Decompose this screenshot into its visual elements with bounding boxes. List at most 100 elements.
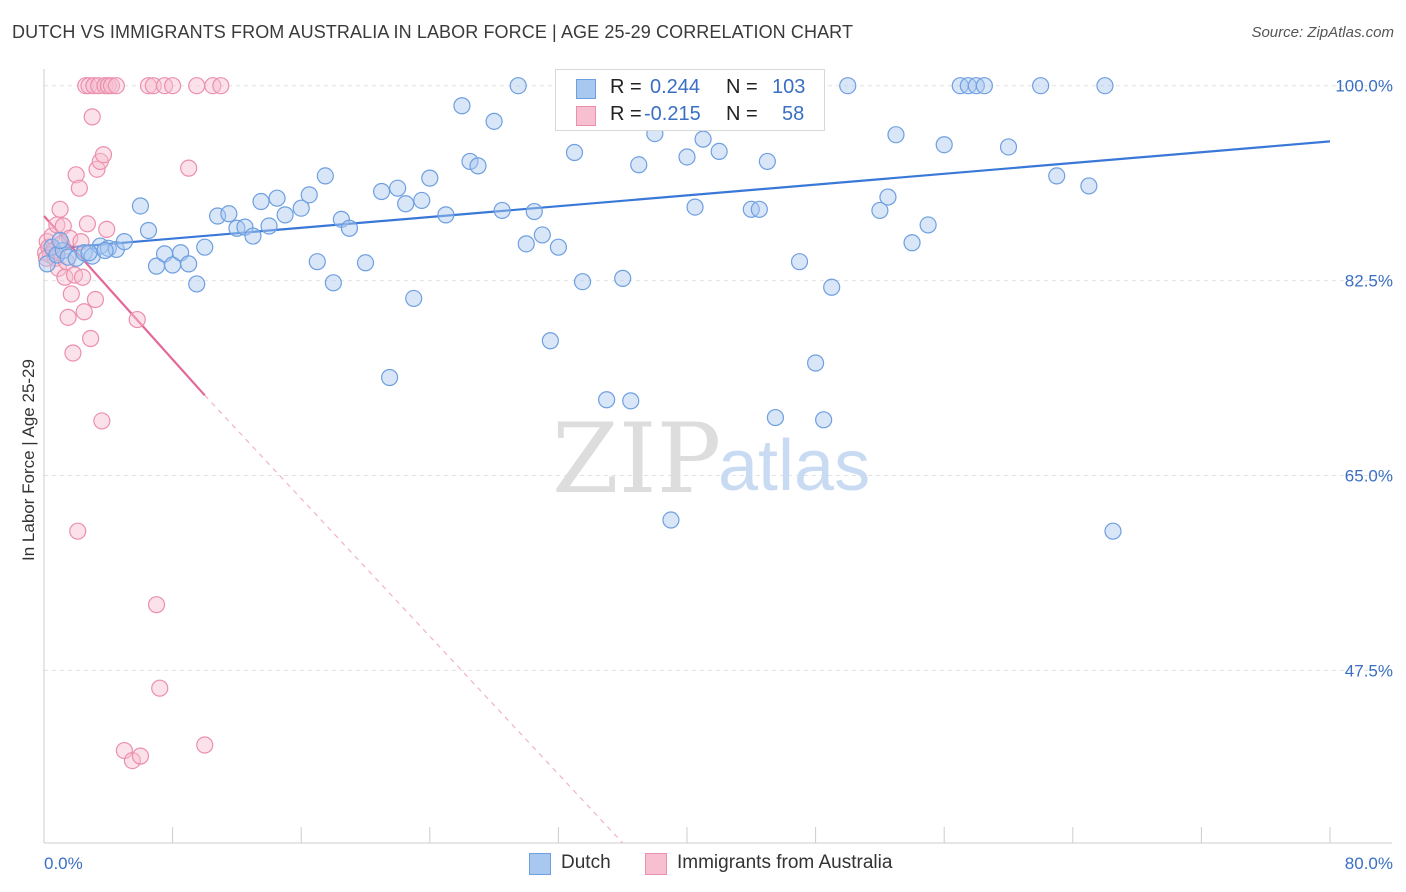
- data-point-dutch: [871, 201, 889, 220]
- data-point-dutch: [324, 274, 342, 292]
- data-point-immigrants: [180, 159, 198, 177]
- data-point-dutch: [541, 332, 559, 350]
- data-point-dutch: [694, 130, 712, 148]
- data-point-dutch: [461, 152, 479, 171]
- bottom-legend-swatch-dutch: [529, 853, 551, 875]
- y-tick-label: 47.5%: [1345, 661, 1393, 680]
- legend-n-label: N =: [726, 76, 758, 98]
- legend-r-value: 0.244: [650, 76, 701, 98]
- data-point-dutch: [758, 152, 776, 171]
- data-point-dutch: [678, 148, 696, 166]
- data-point-immigrants: [62, 285, 80, 303]
- data-point-dutch: [806, 354, 825, 372]
- data-point-dutch: [381, 368, 399, 387]
- data-point-dutch: [509, 77, 527, 95]
- data-point-dutch: [96, 241, 114, 260]
- data-point-immigrants: [82, 329, 100, 348]
- y-tick-label: 65.0%: [1345, 466, 1393, 485]
- data-point-dutch: [276, 206, 294, 224]
- bottom-legend-swatch-immigrants: [645, 853, 667, 875]
- legend-r-label: R =: [610, 103, 642, 125]
- data-point-immigrants: [93, 412, 111, 430]
- data-point-dutch: [766, 408, 785, 427]
- data-point-immigrants: [73, 268, 92, 286]
- y-tick-label: 82.5%: [1345, 272, 1393, 291]
- data-point-dutch: [421, 169, 439, 187]
- data-point-dutch: [356, 254, 375, 272]
- data-point-dutch: [750, 200, 768, 218]
- data-point-immigrants: [164, 77, 182, 95]
- data-point-dutch: [622, 392, 640, 410]
- data-point-immigrants: [151, 679, 169, 697]
- data-point-dutch: [493, 201, 511, 220]
- correlation-legend: R = 0.244 N = 103 R = -0.215 N = 58: [555, 69, 825, 131]
- legend-r-value: -0.215: [644, 103, 701, 125]
- data-point-dutch: [565, 143, 584, 162]
- data-point-dutch: [115, 233, 133, 251]
- data-point-dutch: [999, 138, 1018, 156]
- data-point-immigrants: [51, 200, 69, 218]
- data-point-immigrants: [123, 751, 142, 770]
- data-point-dutch: [686, 198, 704, 216]
- watermark-atlas: atlas: [718, 426, 870, 506]
- data-point-dutch: [598, 391, 616, 409]
- data-point-dutch: [80, 244, 98, 262]
- data-point-dutch: [340, 219, 359, 237]
- data-point-dutch: [517, 235, 535, 253]
- legend-n-label: N =: [726, 103, 758, 125]
- data-point-dutch: [244, 227, 262, 245]
- data-point-dutch: [413, 191, 431, 210]
- data-point-dutch: [372, 182, 391, 201]
- data-point-immigrants: [94, 146, 113, 164]
- data-point-dutch: [437, 206, 455, 224]
- data-point-dutch: [485, 112, 503, 130]
- data-point-dutch: [1048, 167, 1066, 185]
- data-point-dutch: [292, 199, 310, 217]
- data-point-dutch: [260, 217, 278, 235]
- data-point-dutch: [139, 221, 158, 240]
- data-point-dutch: [188, 275, 206, 293]
- data-point-immigrants: [70, 179, 88, 197]
- data-point-dutch: [630, 156, 648, 174]
- data-point-immigrants: [78, 215, 97, 233]
- chart-title: DUTCH VS IMMIGRANTS FROM AUSTRALIA IN LA…: [12, 22, 854, 42]
- points-immigrants-from-australia: [37, 77, 230, 770]
- data-point-dutch: [839, 77, 857, 95]
- data-point-immigrants: [102, 77, 121, 95]
- data-point-dutch: [1032, 77, 1050, 95]
- x-tick-label-max: 80.0%: [1345, 854, 1393, 873]
- data-point-immigrants: [69, 522, 87, 540]
- legend-swatch-immigrants: [576, 106, 596, 126]
- x-tick-label-min: 0.0%: [44, 854, 83, 873]
- y-axis-title: In Labor Force | Age 25-29: [19, 359, 38, 561]
- data-point-dutch: [252, 192, 270, 211]
- data-point-dutch: [1080, 177, 1098, 195]
- legend-n-value: 103: [772, 76, 806, 98]
- data-point-dutch: [887, 126, 905, 144]
- data-point-immigrants: [188, 77, 206, 95]
- watermark: ZIP atlas: [552, 403, 870, 515]
- data-point-immigrants: [147, 596, 166, 614]
- data-point-immigrants: [75, 303, 93, 321]
- data-point-dutch: [935, 136, 953, 154]
- data-point-dutch: [268, 189, 286, 207]
- y-tick-label: 100.0%: [1335, 77, 1393, 96]
- data-point-dutch: [220, 205, 238, 223]
- axes: [43, 69, 1392, 844]
- tick-labels: 47.5% 65.0% 82.5% 100.0% 0.0% 80.0%: [44, 77, 1393, 873]
- points-dutch: [38, 77, 1122, 540]
- data-point-immigrants: [59, 308, 77, 326]
- data-point-immigrants: [196, 736, 214, 754]
- data-point-dutch: [975, 77, 993, 95]
- data-point-dutch: [51, 231, 69, 250]
- data-point-dutch: [453, 97, 471, 115]
- data-point-immigrants: [37, 249, 56, 267]
- trend-line-immigrants-extension: [204, 394, 624, 844]
- data-point-dutch: [131, 197, 150, 215]
- bottom-legend-label-dutch: Dutch: [561, 852, 611, 873]
- source-label: Source: ZipAtlas.com: [1251, 24, 1394, 41]
- data-point-dutch: [790, 253, 809, 271]
- data-point-dutch: [308, 253, 326, 271]
- data-point-dutch: [389, 179, 407, 197]
